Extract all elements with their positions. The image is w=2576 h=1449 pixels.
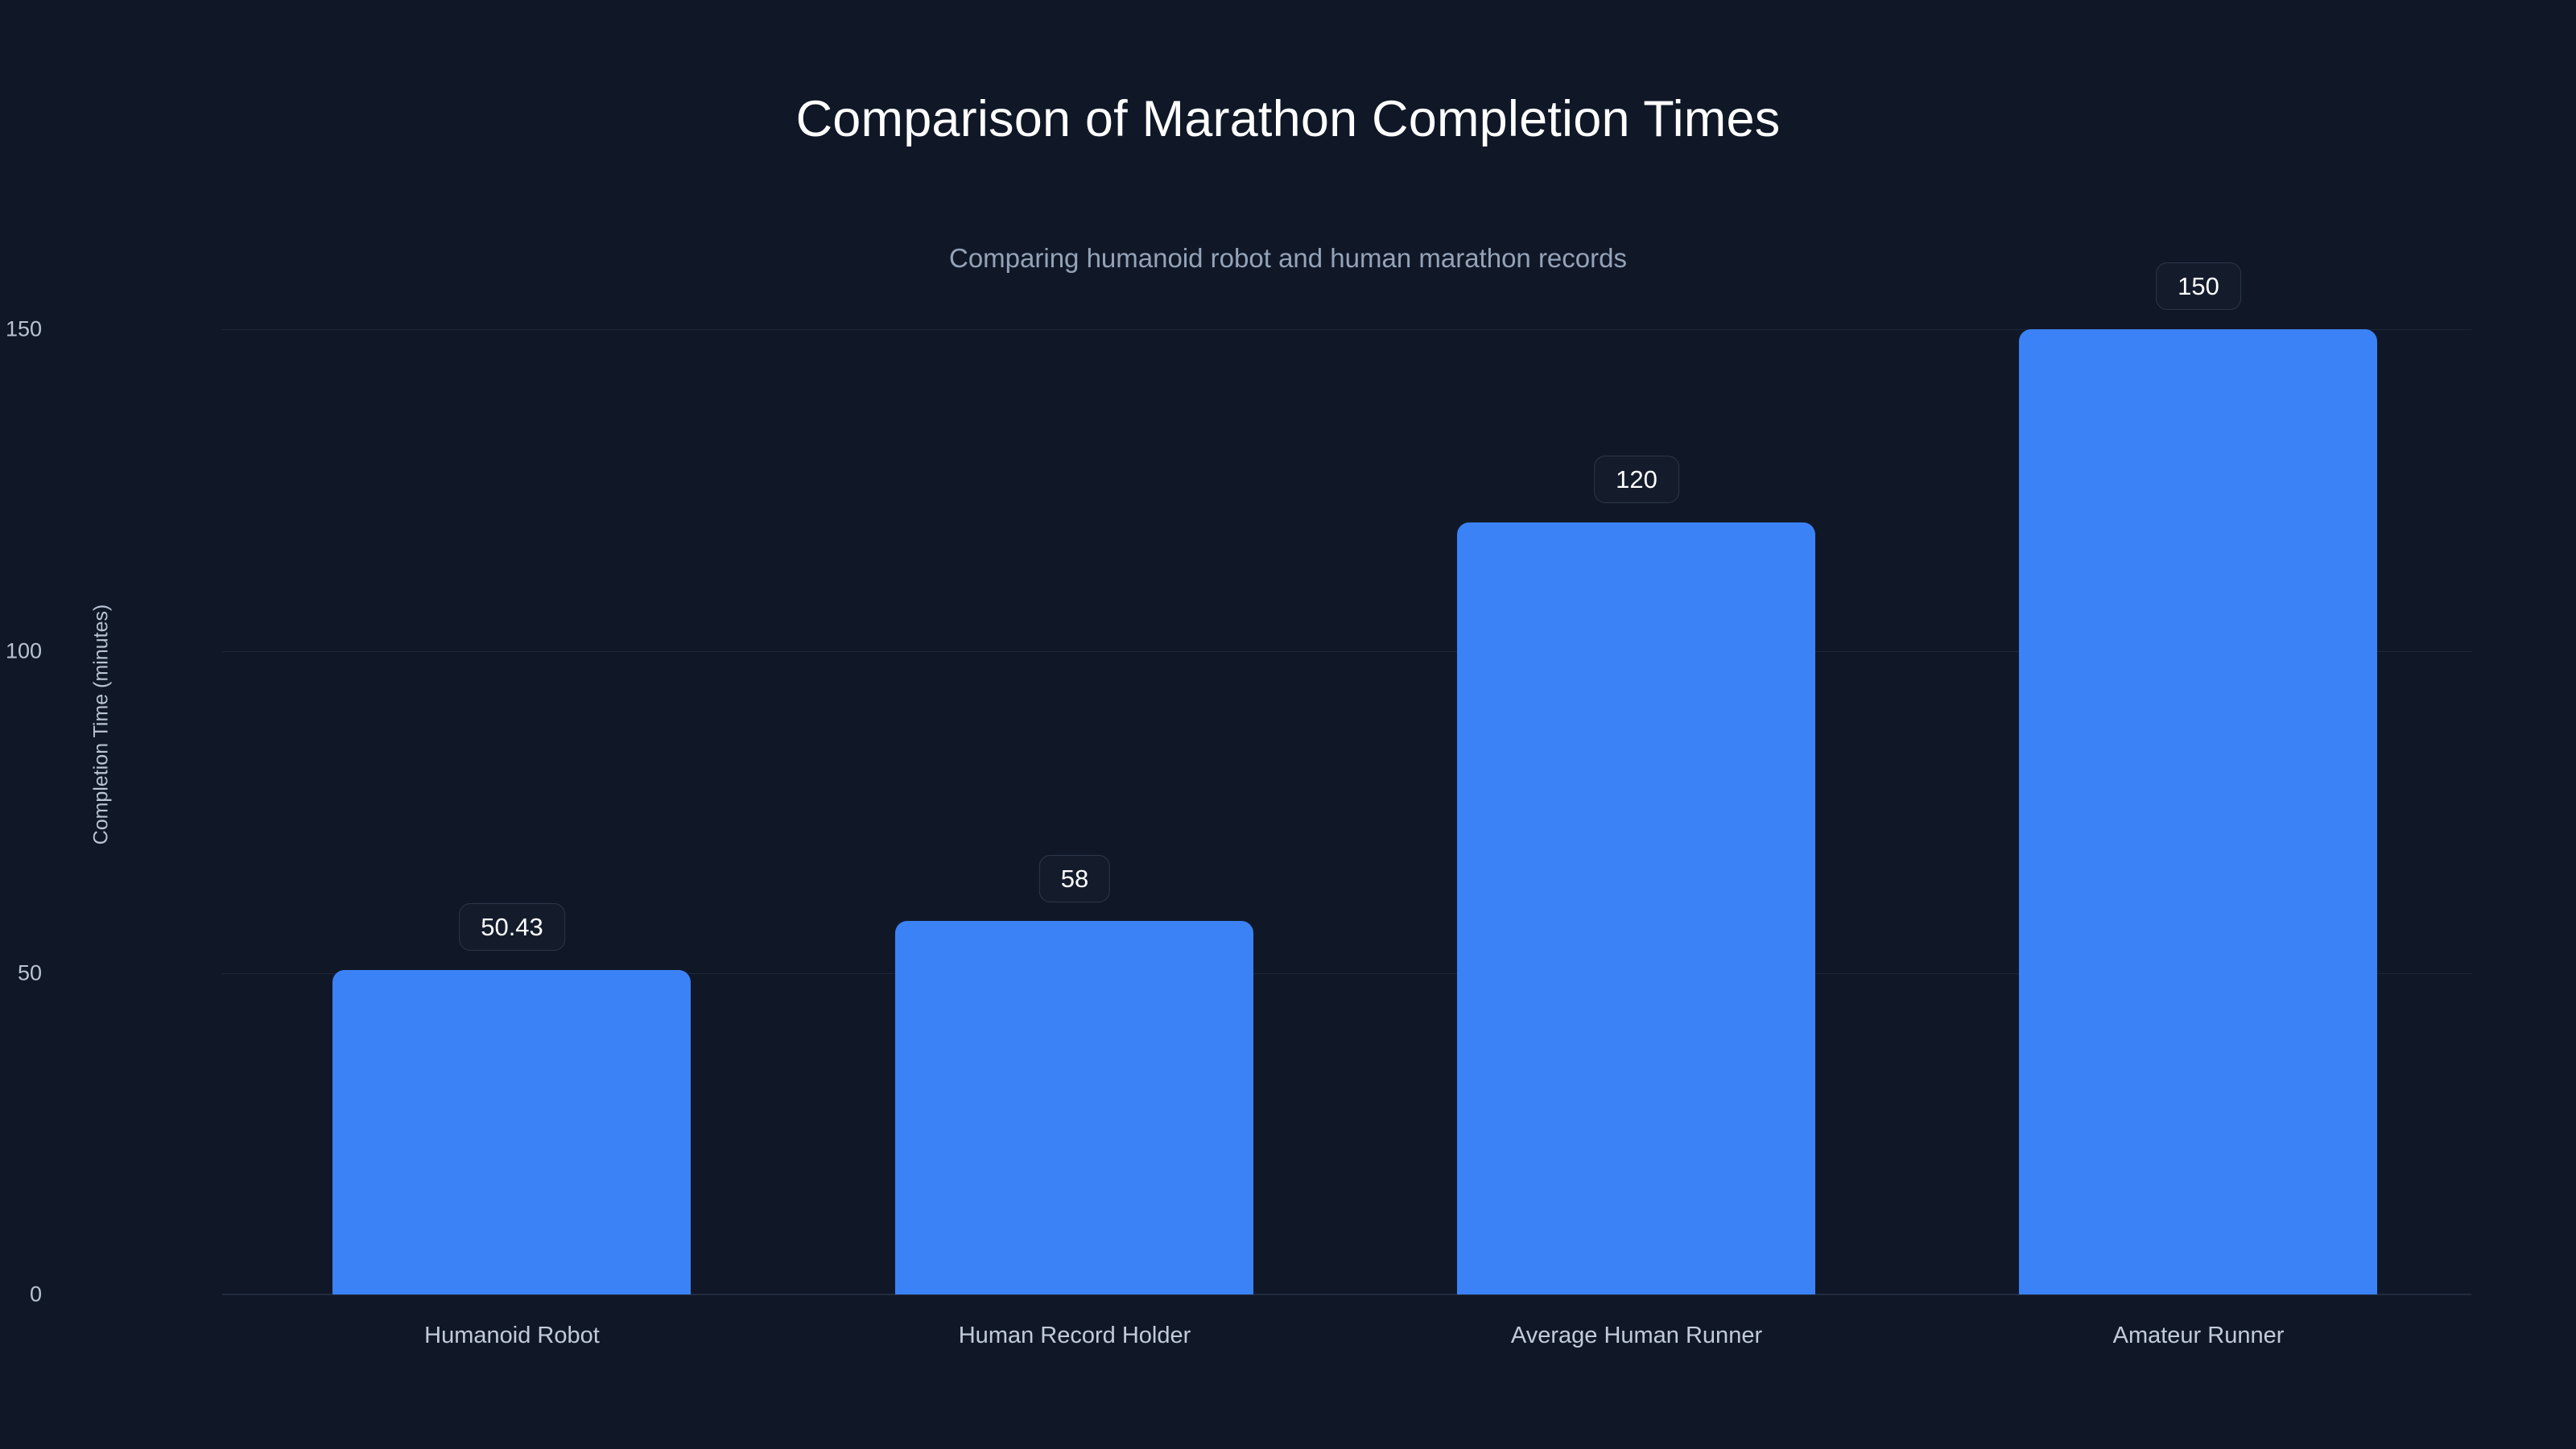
x-axis-line bbox=[222, 1294, 2471, 1295]
chart-title: Comparison of Marathon Completion Times bbox=[795, 91, 1781, 147]
bar-amateur-runner[interactable] bbox=[2019, 329, 2377, 1294]
value-badge-amateur-runner: 150 bbox=[2156, 262, 2241, 310]
y-axis-label: Completion Time (minutes) bbox=[89, 604, 113, 845]
gridline-150 bbox=[222, 329, 2471, 330]
value-badge-humanoid-robot: 50.43 bbox=[459, 903, 565, 951]
chart-subtitle: Comparing humanoid robot and human marat… bbox=[949, 243, 1627, 273]
gridline-50 bbox=[222, 973, 2471, 974]
gridline-100 bbox=[222, 651, 2471, 652]
value-badge-human-record-holder: 58 bbox=[1038, 855, 1111, 902]
value-badge-average-human-runner: 120 bbox=[1594, 456, 1679, 503]
bar-average-human-runner[interactable] bbox=[1457, 522, 1815, 1294]
x-axis-label-humanoid-robot: Humanoid Robot bbox=[424, 1323, 600, 1348]
x-axis-label-human-record-holder: Human Record Holder bbox=[958, 1323, 1191, 1348]
y-axis-tick-50: 50 bbox=[17, 960, 42, 985]
y-axis-tick-0: 0 bbox=[29, 1282, 42, 1307]
y-axis-tick-150: 150 bbox=[5, 316, 42, 341]
x-axis-label-average-human-runner: Average Human Runner bbox=[1510, 1323, 1763, 1348]
x-axis-label-amateur-runner: Amateur Runner bbox=[2112, 1323, 2285, 1348]
plot-area bbox=[222, 329, 2471, 1295]
y-axis-tick-100: 100 bbox=[5, 638, 42, 663]
bar-human-record-holder[interactable] bbox=[895, 921, 1253, 1294]
bar-humanoid-robot[interactable] bbox=[332, 969, 691, 1294]
